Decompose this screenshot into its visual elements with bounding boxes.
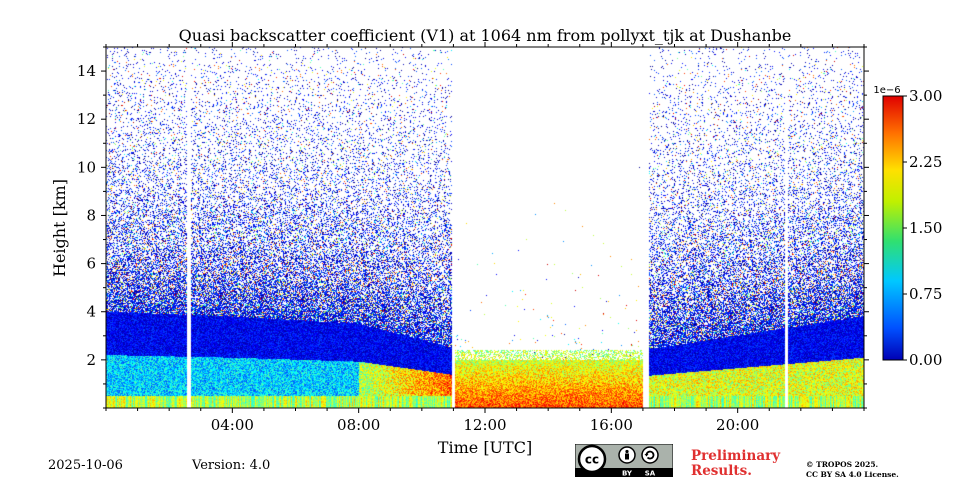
footer-version: Version: 4.0	[192, 458, 271, 473]
y-tick-label: 14	[77, 62, 96, 80]
preliminary-line1: Preliminary	[691, 448, 781, 464]
colorbar	[882, 95, 904, 361]
x-tick-label: 12:00	[463, 416, 506, 434]
x-tick-label: 16:00	[590, 416, 633, 434]
preliminary-line2: Results.	[691, 463, 752, 479]
y-axis-label: Height [km]	[50, 179, 69, 277]
colorbar-tick-label: 3.00	[909, 87, 942, 105]
y-tick-label: 4	[86, 303, 96, 321]
preliminary-notice: Preliminary Results.	[691, 449, 780, 479]
colorbar-exponent: 1e−6	[873, 85, 900, 96]
y-tick-label: 6	[86, 255, 96, 273]
colorbar-tick-label: 2.25	[909, 153, 942, 171]
sa-icon	[641, 446, 659, 464]
colorbar-tick-label: 0.75	[909, 285, 942, 303]
colorbar-tick-label: 0.00	[909, 351, 942, 369]
y-axis: 2 4 6 8 10 12 14	[77, 46, 869, 409]
x-tick-label: 08:00	[337, 416, 380, 434]
x-axis: 04:00 08:00 12:00 16:00 20:00	[105, 42, 865, 434]
footer-date: 2025-10-06	[48, 458, 123, 473]
copyright-line2: CC BY SA 4.0 License.	[806, 470, 899, 479]
cc-icon: cc	[585, 453, 599, 467]
cc-license-badge: cc BY SA	[574, 443, 674, 478]
by-label: BY	[622, 470, 633, 478]
chart-title: Quasi backscatter coefficient (V1) at 10…	[179, 26, 792, 45]
plot-area	[106, 47, 864, 408]
y-tick-label: 12	[77, 110, 96, 128]
y-tick-label: 8	[86, 206, 96, 224]
x-tick-label: 04:00	[211, 416, 254, 434]
colorbar-ticks: 0.00 0.75 1.50 2.25 3.00	[903, 87, 942, 369]
colorbar-tick-label: 1.50	[909, 219, 942, 237]
copyright-notice: © TROPOS 2025. CC BY SA 4.0 License.	[806, 460, 899, 480]
sa-label: SA	[645, 470, 656, 478]
backscatter-heatmap	[106, 47, 864, 408]
x-axis-label: Time [UTC]	[438, 438, 532, 457]
copyright-line1: © TROPOS 2025.	[806, 460, 879, 469]
y-tick-label: 2	[86, 351, 96, 369]
x-tick-label: 20:00	[716, 416, 759, 434]
y-tick-label: 10	[77, 158, 96, 176]
